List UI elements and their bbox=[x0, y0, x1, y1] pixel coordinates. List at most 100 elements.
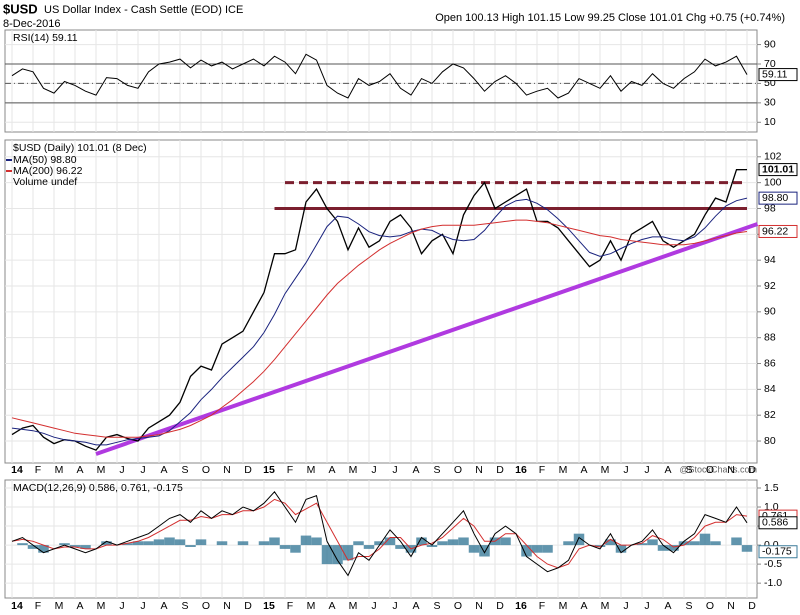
histogram-bar bbox=[521, 545, 532, 557]
value-label-box bbox=[758, 545, 798, 559]
histogram-bar bbox=[731, 537, 742, 546]
x-tick-label: O bbox=[454, 464, 462, 476]
histogram-bar bbox=[689, 541, 700, 546]
x-tick-label: D bbox=[244, 464, 252, 476]
x-tick-label: M bbox=[349, 464, 358, 476]
x-tick-label: F bbox=[35, 464, 41, 476]
y-tick-label: 80 bbox=[764, 435, 776, 447]
series-line bbox=[11, 491, 748, 577]
histogram-bar bbox=[38, 545, 49, 553]
histogram-bar bbox=[605, 539, 616, 546]
x-tick-label: O bbox=[706, 464, 714, 476]
histogram-bar bbox=[668, 545, 679, 551]
histogram-bar bbox=[416, 537, 427, 546]
x-tick-label: A bbox=[412, 600, 419, 612]
x-tick-label: A bbox=[160, 600, 167, 612]
value-label: 101.01 bbox=[762, 163, 794, 175]
x-tick-label: A bbox=[328, 464, 335, 476]
panel-frame bbox=[4, 479, 758, 599]
y-tick-label: 84 bbox=[764, 383, 776, 395]
x-tick-label: M bbox=[601, 600, 610, 612]
value-label: 96.22 bbox=[762, 225, 788, 237]
x-tick-label: N bbox=[223, 464, 231, 476]
x-tick-label: M bbox=[97, 464, 106, 476]
y-tick-label: 30 bbox=[764, 97, 776, 109]
panel-title: MACD(12,26,9) 0.586, 0.761, -0.175 bbox=[13, 482, 183, 494]
x-tick-label: J bbox=[371, 600, 376, 612]
histogram-bar bbox=[479, 545, 490, 557]
histogram-bar bbox=[573, 533, 585, 546]
x-tick-label: M bbox=[601, 464, 610, 476]
x-tick-label: A bbox=[580, 464, 587, 476]
x-tick-label: 15 bbox=[263, 464, 275, 476]
x-tick-label: A bbox=[76, 464, 83, 476]
x-tick-label: F bbox=[287, 600, 293, 612]
x-tick-label: J bbox=[644, 600, 649, 612]
x-tick-label: A bbox=[664, 464, 671, 476]
histogram-bar bbox=[27, 545, 39, 549]
y-tick-label: 100 bbox=[764, 176, 782, 188]
y-tick-label: 90 bbox=[764, 38, 776, 50]
x-tick-label: N bbox=[475, 464, 483, 476]
histogram-bar bbox=[437, 541, 448, 546]
x-tick-label: M bbox=[307, 464, 316, 476]
x-tick-label: N bbox=[475, 600, 483, 612]
histogram-bar bbox=[311, 537, 322, 546]
histogram-bar bbox=[143, 541, 154, 546]
x-tick-label: J bbox=[623, 464, 628, 476]
histogram-bar bbox=[342, 545, 354, 561]
histogram-bar bbox=[300, 535, 312, 546]
histogram-bar bbox=[164, 537, 175, 546]
series-line bbox=[11, 219, 748, 438]
histogram-bar bbox=[269, 537, 280, 546]
value-label-box bbox=[758, 516, 798, 530]
y-tick-label: 50 bbox=[764, 77, 776, 89]
histogram-bar bbox=[353, 541, 364, 546]
legend-entry: MA(50) 98.80 bbox=[13, 154, 77, 166]
histogram-bar bbox=[122, 543, 133, 546]
x-tick-label: N bbox=[727, 600, 735, 612]
series-line bbox=[11, 197, 748, 446]
x-tick-label: J bbox=[119, 600, 124, 612]
x-tick-label: 14 bbox=[11, 600, 23, 612]
histogram-bar bbox=[332, 545, 343, 565]
x-tick-label: M bbox=[97, 600, 106, 612]
series-line bbox=[11, 168, 748, 451]
x-tick-label: A bbox=[328, 600, 335, 612]
histogram-bar bbox=[741, 545, 753, 552]
x-tick-label: 14 bbox=[11, 464, 23, 476]
histogram-bar bbox=[531, 545, 543, 553]
histogram-bar bbox=[636, 543, 648, 546]
histogram-bar bbox=[615, 545, 627, 553]
y-tick-label: 1.5 bbox=[764, 482, 779, 494]
series-line bbox=[11, 53, 748, 99]
value-label-box bbox=[758, 191, 798, 205]
legend-entry: MA(200) 96.22 bbox=[13, 165, 83, 177]
x-tick-label: M bbox=[559, 464, 568, 476]
y-tick-label: 82 bbox=[764, 409, 776, 421]
x-tick-label: O bbox=[706, 600, 714, 612]
histogram-bar bbox=[384, 537, 396, 546]
histogram-bar bbox=[542, 545, 553, 553]
y-tick-label: 102 bbox=[764, 151, 782, 163]
x-tick-label: N bbox=[223, 600, 231, 612]
histogram-bar bbox=[468, 545, 480, 553]
histogram-bar bbox=[237, 541, 249, 546]
x-tick-label: 16 bbox=[515, 600, 527, 612]
value-label-box bbox=[758, 68, 798, 82]
histogram-bar bbox=[279, 545, 291, 549]
histogram-bar bbox=[458, 537, 469, 546]
x-tick-label: J bbox=[623, 600, 628, 612]
x-tick-label: S bbox=[433, 464, 440, 476]
x-tick-label: O bbox=[454, 600, 462, 612]
x-tick-label: A bbox=[664, 600, 671, 612]
x-tick-label: M bbox=[55, 464, 64, 476]
x-tick-label: J bbox=[119, 464, 124, 476]
panel-title: RSI(14) 59.11 bbox=[13, 32, 78, 44]
histogram-bar bbox=[594, 545, 606, 547]
histogram-bar bbox=[132, 541, 144, 546]
x-tick-label: S bbox=[181, 464, 188, 476]
x-tick-label: O bbox=[202, 464, 210, 476]
x-tick-label: O bbox=[202, 600, 210, 612]
